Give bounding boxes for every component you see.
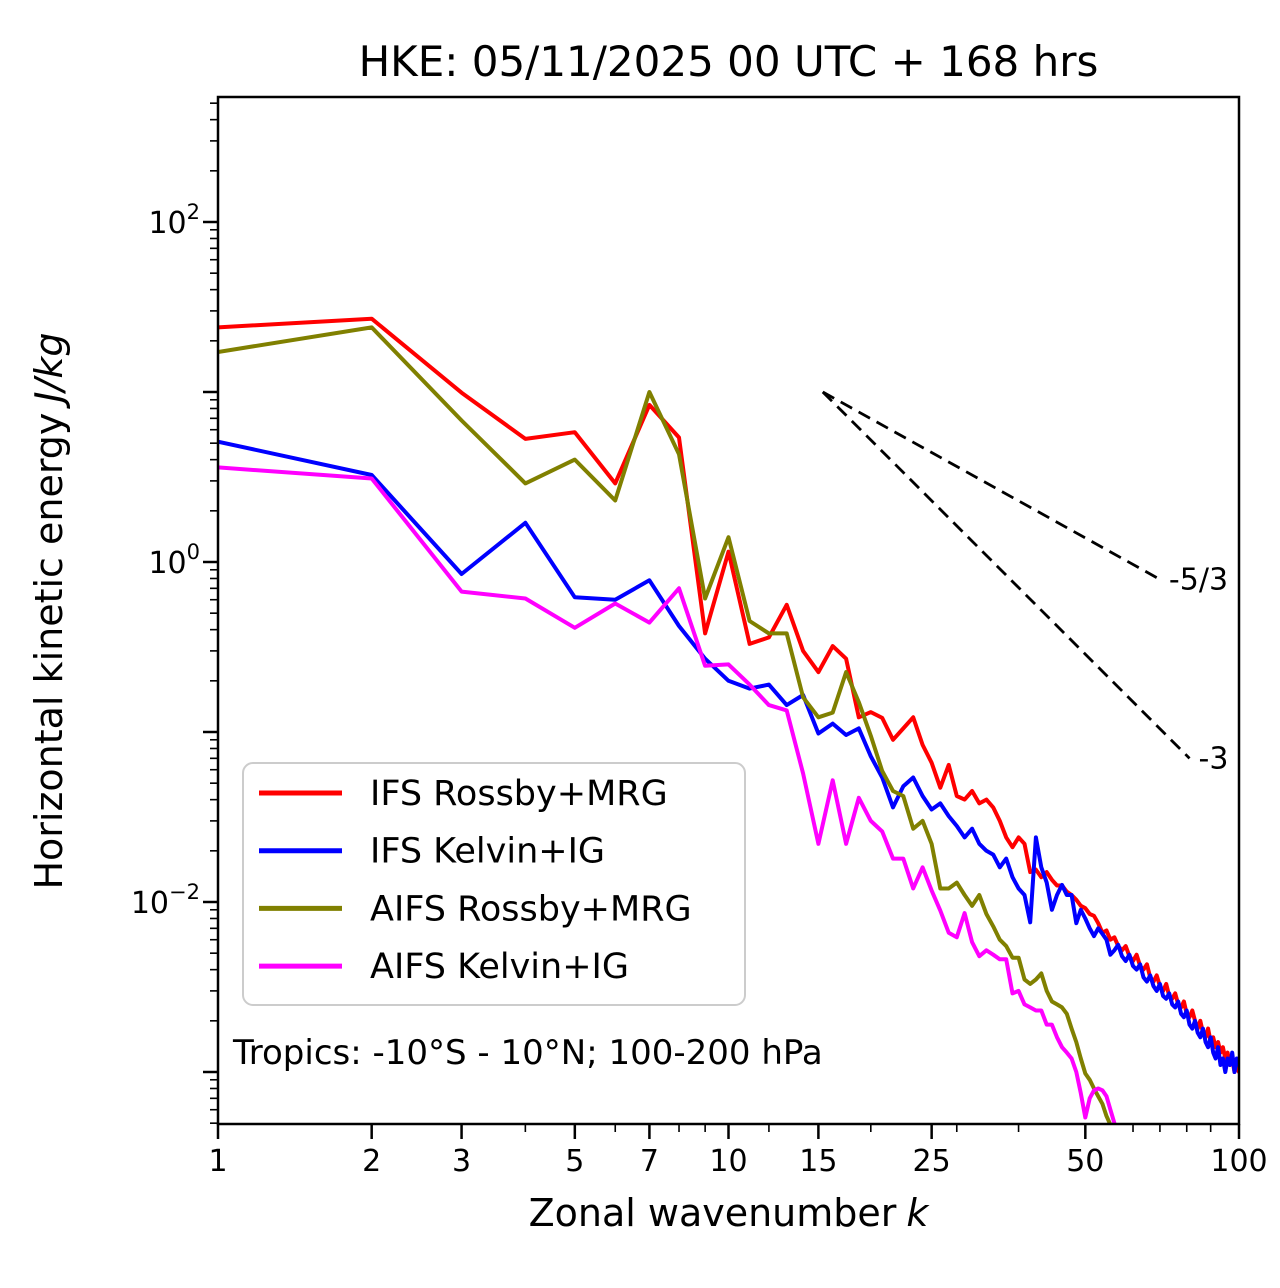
reference-slope-line-3: [821, 391, 1191, 760]
reference-slopes: -5/3 -3: [821, 390, 1229, 776]
plot-border: [216, 95, 1241, 1126]
legend-label-aifs-kelvin-ig: AIFS Kelvin+IG: [370, 947, 629, 987]
legend-label-aifs-rossby-mrg: AIFS Rossby+MRG: [370, 889, 692, 929]
y-tick-label: 102: [148, 200, 200, 241]
x-tick-label: 3: [452, 1144, 471, 1179]
y-axis-label-text: Horizontal kinetic energy: [27, 413, 71, 890]
y-axis-label-units: J/kg: [27, 332, 71, 409]
x-axis-label: Zonal wavenumber k: [529, 1191, 931, 1235]
y-tick-label-base: 10: [148, 206, 186, 241]
x-tick-label: 5: [565, 1144, 584, 1179]
x-axis-label-text: Zonal wavenumber: [529, 1191, 897, 1235]
x-tick-label: 15: [799, 1144, 837, 1179]
y-tick-label-base: 10: [131, 886, 169, 921]
plot-title: HKE: 05/11/2025 00 UTC + 168 hrs: [359, 37, 1099, 86]
legend: IFS Rossby+MRG IFS Kelvin+IG AIFS Rossby+M…: [242, 762, 746, 1006]
y-tick-label-exponent: −2: [169, 880, 200, 904]
y-tick-label: 100: [148, 540, 200, 581]
series-line-aifs-kelvin-ig: [218, 465, 1117, 1124]
series-line-ifs-kelvin-ig: [218, 439, 1239, 1074]
legend-label-ifs-rossby-mrg: IFS Rossby+MRG: [370, 774, 668, 814]
y-tick-label-base: 10: [148, 546, 186, 581]
series-line-aifs-rossby-mrg: [218, 325, 1113, 1124]
y-tick-label-exponent: 2: [187, 200, 200, 224]
x-tick-label: 7: [640, 1144, 659, 1179]
region-annotation: Tropics: -10°S - 10°N; 100-200 hPa: [232, 1033, 823, 1073]
x-tick-label: 100: [1210, 1144, 1267, 1179]
legend-box: [242, 762, 746, 1006]
series-lines: [218, 316, 1239, 1124]
x-tick-label: 1: [208, 1144, 227, 1179]
reference-slope-label-5-3: -5/3: [1169, 562, 1228, 597]
x-tick-label: 2: [362, 1144, 381, 1179]
x-axis-label-symbol: k: [906, 1191, 930, 1235]
y-tick-label-exponent: 0: [187, 540, 200, 564]
reference-slope-line-5-3: [822, 390, 1161, 581]
x-tick-label: 10: [709, 1144, 747, 1179]
reference-slope-label-3: -3: [1199, 741, 1229, 776]
x-tick-label: 50: [1066, 1144, 1104, 1179]
x-tick-label: 25: [913, 1144, 951, 1179]
y-axis-label: Horizontal kinetic energyJ/kg: [27, 332, 71, 889]
legend-label-ifs-kelvin-ig: IFS Kelvin+IG: [370, 832, 605, 872]
y-tick-label: 10−2: [131, 880, 200, 921]
